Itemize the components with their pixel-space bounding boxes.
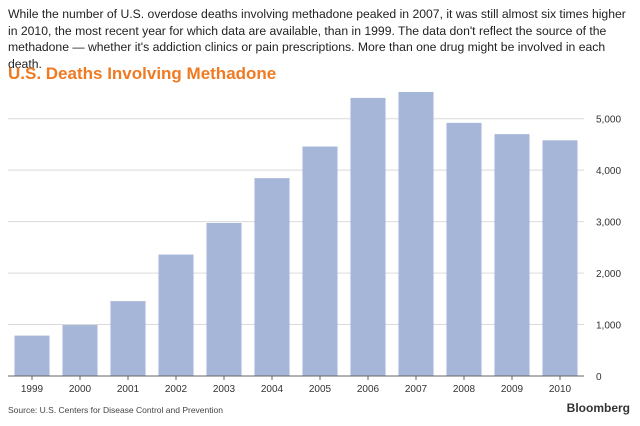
- x-tick-label: 2009: [501, 384, 524, 395]
- x-tick-label: 2004: [261, 384, 284, 395]
- x-tick-label: 2002: [165, 384, 188, 395]
- y-tick-label: 0: [596, 372, 602, 383]
- bar-2004: [254, 178, 290, 376]
- bar-2006: [350, 97, 386, 376]
- x-tick-label: 2005: [309, 384, 332, 395]
- x-tick-label: 2007: [405, 384, 428, 395]
- x-tick-label: 1999: [21, 384, 44, 395]
- bar-2000: [62, 325, 98, 376]
- y-tick-label: 1,000: [596, 321, 621, 332]
- x-tick-label: 2010: [549, 384, 572, 395]
- bar-1999: [14, 335, 50, 376]
- bar-2005: [302, 146, 338, 376]
- x-tick-label: 2003: [213, 384, 236, 395]
- y-tick-label: 2,000: [596, 269, 621, 280]
- y-tick-label: 3,000: [596, 218, 621, 229]
- bar-2002: [158, 254, 194, 376]
- bar-2001: [110, 301, 146, 376]
- bar-2003: [206, 222, 242, 376]
- x-tick-label: 2001: [117, 384, 140, 395]
- x-tick-label: 2008: [453, 384, 476, 395]
- bar-2010: [542, 140, 578, 376]
- intro-text: While the number of U.S. overdose deaths…: [8, 7, 626, 71]
- x-tick-label: 2000: [69, 384, 92, 395]
- bar-2009: [494, 134, 530, 376]
- bloomberg-logo: Bloomberg: [566, 401, 630, 415]
- y-tick-label: 4,000: [596, 166, 621, 177]
- y-tick-label: 5,000: [596, 115, 621, 126]
- bar-2007: [398, 91, 434, 376]
- x-tick-label: 2006: [357, 384, 380, 395]
- bar-2008: [446, 122, 482, 377]
- source-note: Source: U.S. Centers for Disease Control…: [8, 405, 223, 415]
- chart-title: U.S. Deaths Involving Methadone: [8, 64, 277, 83]
